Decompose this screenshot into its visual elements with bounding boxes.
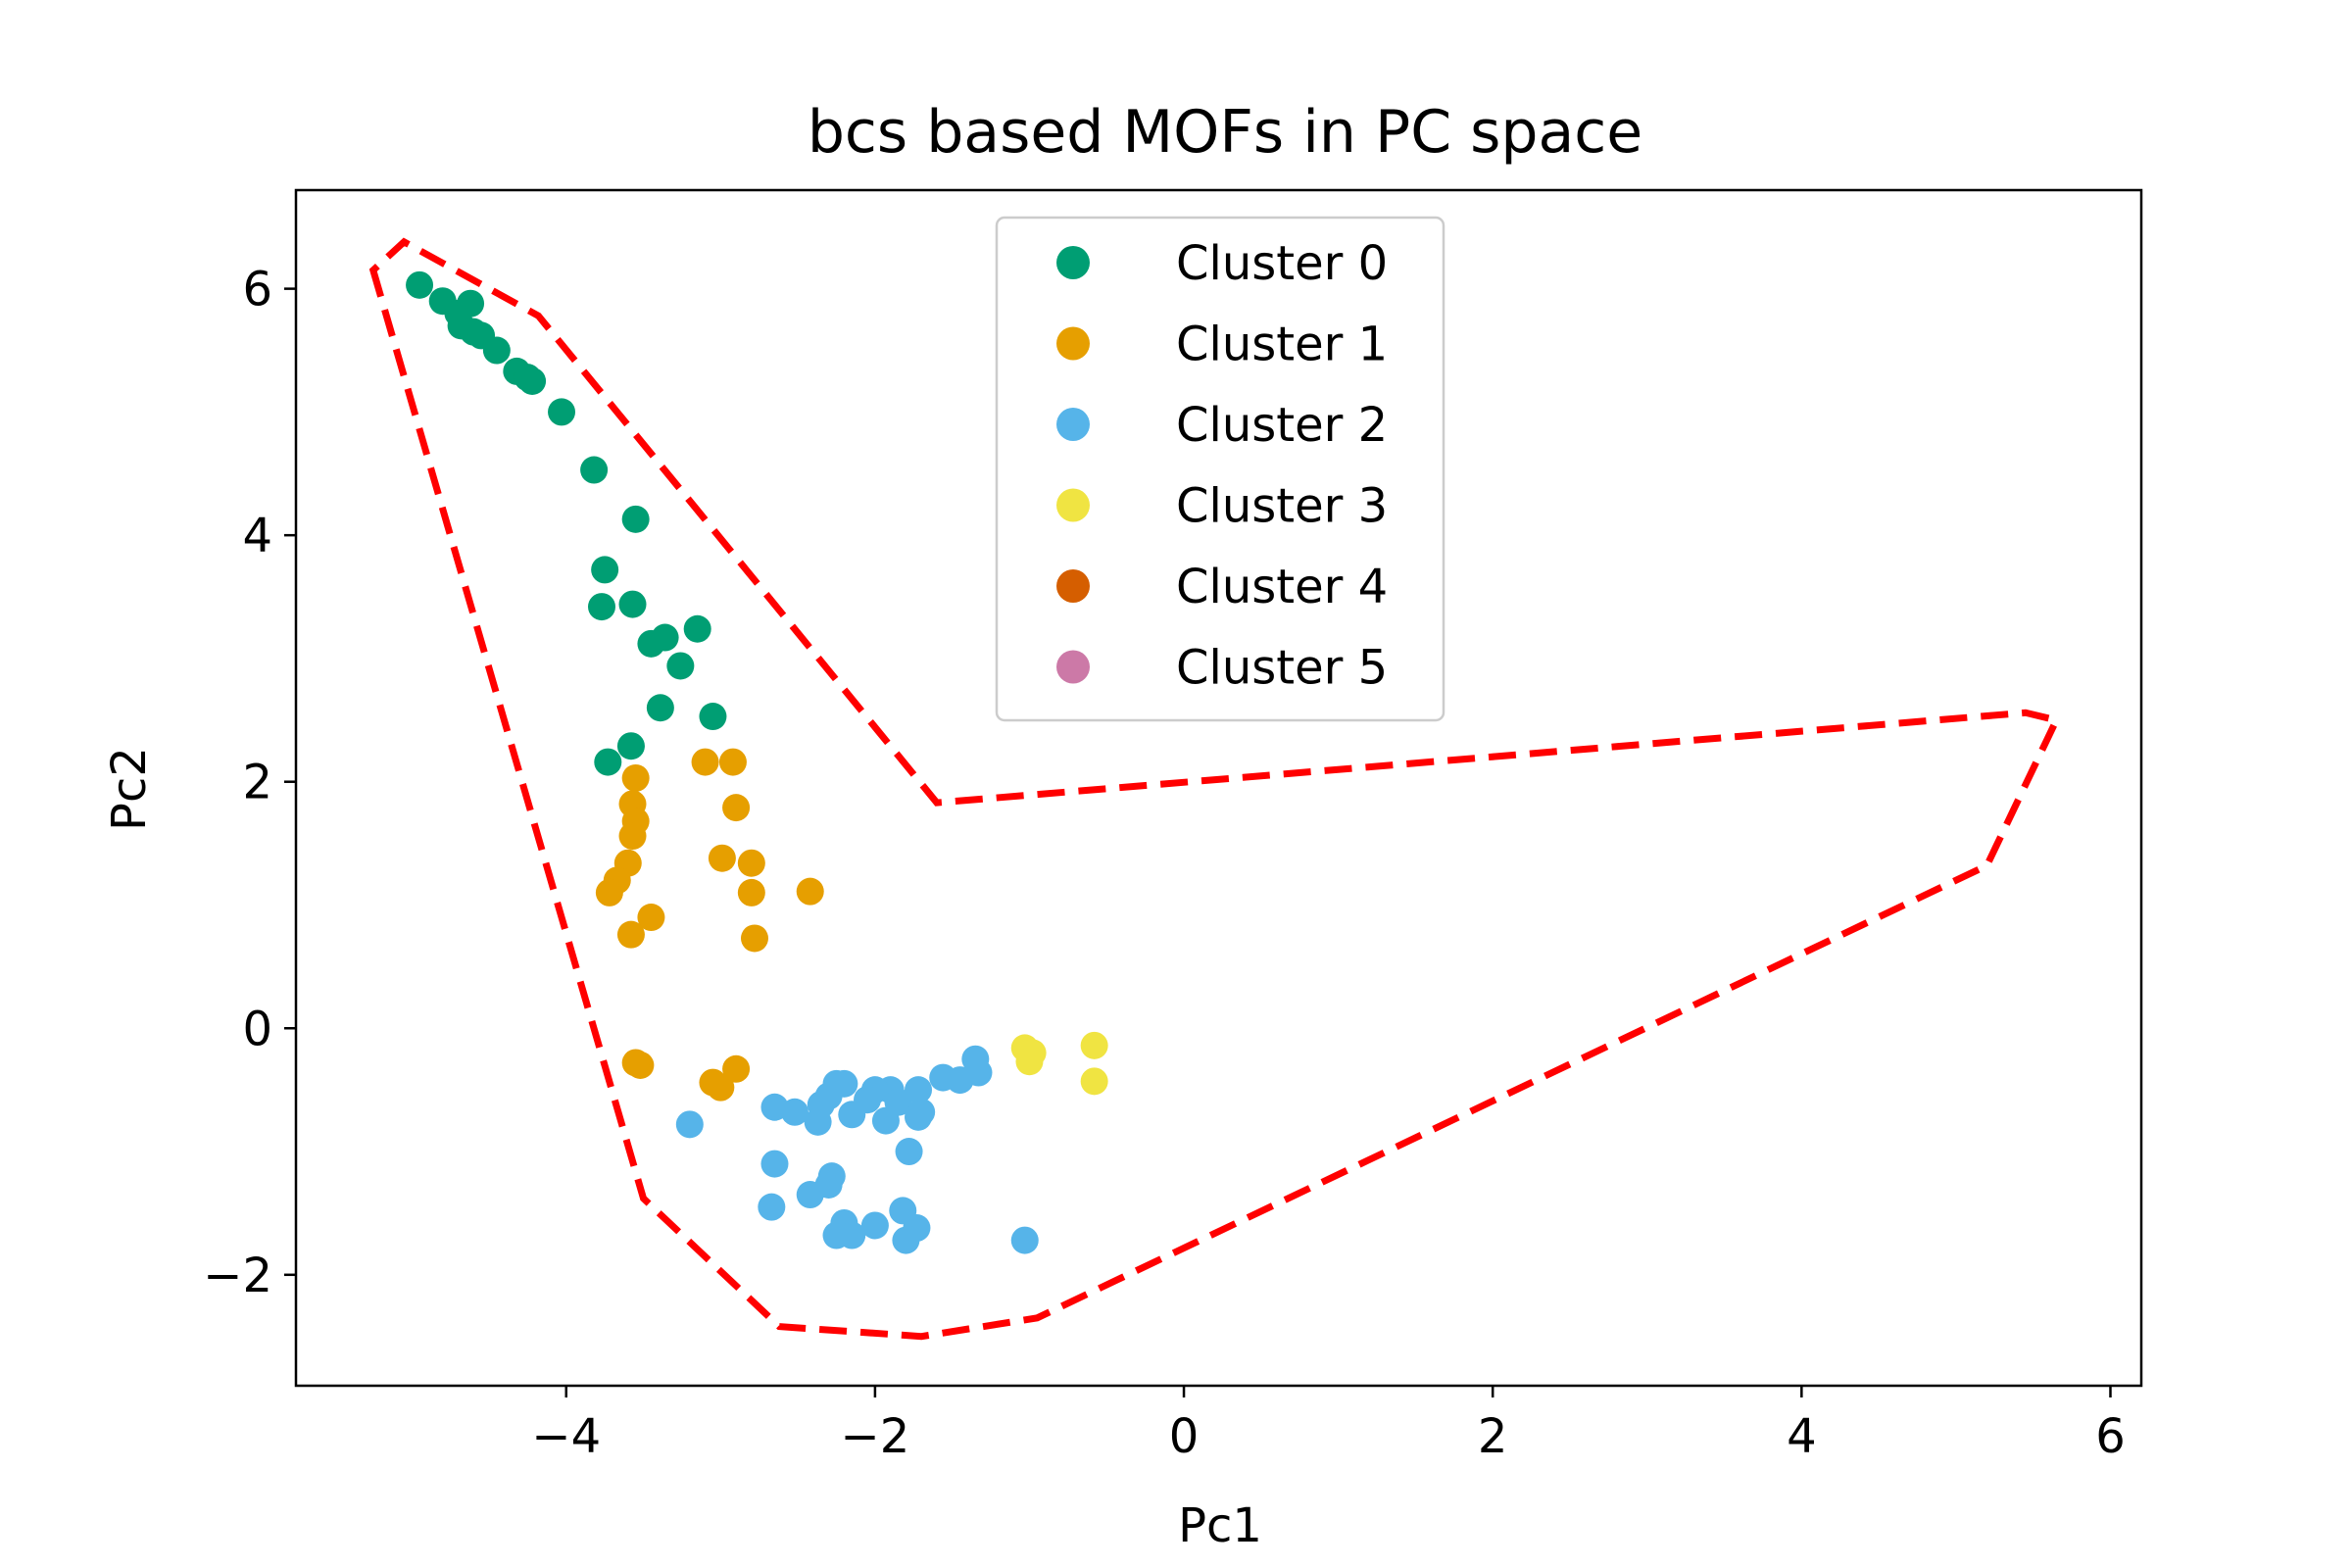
legend-label: Cluster 1	[1176, 318, 1388, 372]
data-point	[594, 748, 622, 776]
legend-label: Cluster 3	[1176, 479, 1388, 534]
data-point	[722, 794, 751, 822]
x-axis-label: Pc1	[1178, 1498, 1262, 1553]
data-point	[760, 1150, 789, 1178]
data-point	[666, 652, 695, 680]
data-point	[587, 593, 615, 621]
data-point	[1010, 1226, 1039, 1254]
data-point	[804, 1107, 832, 1136]
data-point	[722, 1054, 751, 1083]
data-point	[675, 1110, 704, 1139]
plot-frame	[294, 188, 2143, 1388]
x-tick-label: −2	[841, 1409, 910, 1464]
data-point	[740, 924, 768, 953]
data-point	[895, 1138, 923, 1166]
data-point	[822, 1221, 851, 1250]
plot-area	[294, 188, 2143, 1388]
data-point	[737, 878, 765, 906]
y-tick-label: 2	[242, 756, 272, 810]
legend-marker	[1056, 408, 1090, 441]
data-point	[1080, 1031, 1108, 1059]
data-point	[646, 694, 674, 722]
data-point	[691, 748, 719, 776]
data-point	[621, 505, 650, 533]
data-point	[457, 289, 485, 318]
legend-marker	[1056, 326, 1090, 361]
x-tick-label: 0	[1169, 1409, 1200, 1464]
data-point	[618, 590, 647, 618]
series-cluster-1	[595, 748, 824, 1102]
legend-entries: Cluster 0 Cluster 1 Cluster 2 Cluster 3 Clus…	[1056, 236, 1388, 696]
data-point	[621, 763, 650, 792]
data-point	[737, 849, 765, 877]
legend-label: Cluster 2	[1176, 398, 1388, 453]
data-point	[707, 1073, 735, 1102]
data-point	[637, 904, 665, 932]
data-point	[616, 920, 645, 949]
legend-marker	[1056, 650, 1090, 684]
x-tick-label: 4	[1787, 1409, 1817, 1464]
y-tick-label: 6	[242, 263, 272, 318]
data-point	[758, 1193, 786, 1221]
data-point	[718, 748, 747, 776]
series-cluster-3	[1010, 1031, 1108, 1096]
data-point	[580, 456, 609, 484]
data-point	[618, 822, 647, 851]
data-point	[591, 556, 619, 584]
series-cluster-0	[406, 270, 727, 776]
data-point	[905, 1102, 933, 1131]
data-point	[796, 877, 824, 906]
data-point	[699, 703, 727, 731]
series-cluster-2	[675, 1045, 1039, 1254]
x-axis-ticks: −4 −2 0 2 4 6	[531, 1386, 2126, 1464]
legend-label: Cluster 4	[1176, 560, 1388, 614]
legend-marker	[1056, 488, 1090, 522]
data-point	[616, 732, 645, 760]
data-point	[760, 1093, 789, 1121]
data-point	[796, 1181, 824, 1209]
y-axis-label: Pc2	[102, 747, 157, 831]
legend-marker	[1056, 569, 1090, 603]
data-point	[548, 398, 576, 426]
x-tick-label: −4	[531, 1409, 601, 1464]
data-point	[683, 614, 711, 643]
data-point	[892, 1226, 920, 1254]
data-point	[621, 1049, 650, 1077]
y-tick-label: 0	[242, 1002, 272, 1056]
y-tick-label: 4	[242, 509, 272, 564]
legend-marker	[1056, 246, 1090, 279]
legend-box	[995, 216, 1446, 722]
data-point	[860, 1211, 889, 1240]
data-point	[406, 270, 434, 299]
points-layer	[406, 270, 1108, 1254]
data-point	[854, 1086, 882, 1114]
data-point	[871, 1106, 900, 1135]
hull-layer	[368, 237, 2062, 1341]
data-point	[1080, 1067, 1108, 1096]
data-point	[518, 367, 547, 395]
x-tick-label: 6	[2095, 1409, 2126, 1464]
data-point	[651, 623, 679, 652]
legend-label: Cluster 0	[1176, 236, 1388, 291]
data-point	[1015, 1048, 1044, 1076]
legend: Cluster 0 Cluster 1 Cluster 2 Cluster 3 Clus…	[995, 216, 1446, 722]
chart-title: bcs based MOFs in PC space	[808, 98, 1642, 167]
data-point	[929, 1063, 957, 1092]
hull-boundary	[368, 237, 2062, 1341]
data-point	[482, 336, 511, 365]
data-point	[905, 1076, 933, 1104]
data-point	[595, 878, 623, 906]
legend-label: Cluster 5	[1176, 641, 1388, 696]
x-tick-label: 2	[1478, 1409, 1508, 1464]
y-tick-label: −2	[203, 1249, 272, 1303]
data-point	[708, 844, 736, 872]
y-axis-ticks: −2 0 2 4 6	[203, 263, 296, 1303]
